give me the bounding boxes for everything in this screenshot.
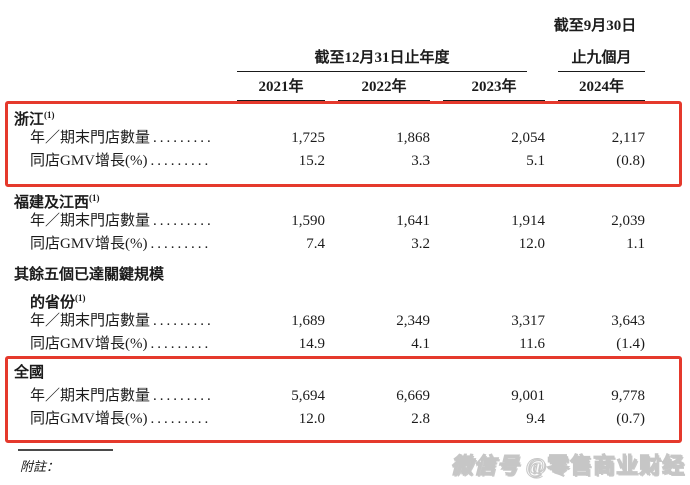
row-label: 年／期末門店數量.........	[30, 130, 214, 146]
value-2024: 2,117	[611, 130, 645, 146]
footnote-divider	[18, 449, 113, 451]
row-label: 同店GMV增長(%).........	[30, 411, 212, 427]
table-row-gmv: 同店GMV增長(%)......... 12.0 2.8 9.4 (0.7)	[13, 408, 645, 431]
value-2022: 4.1	[411, 336, 430, 352]
value-2024: 3,643	[611, 313, 645, 329]
year-column-2021: 2021年	[237, 75, 325, 101]
section-title-row2: 的省份(1)	[13, 287, 645, 311]
value-2023: 12.0	[518, 236, 545, 252]
value-2022: 1,641	[396, 213, 430, 229]
row-label: 同店GMV增長(%).........	[30, 153, 212, 169]
table-row-stores: 年／期末門店數量......... 5,694 6,669 9,001 9,77…	[13, 385, 645, 408]
watermark-logo-text: 微信号	[450, 453, 520, 479]
value-2022: 2.8	[411, 411, 430, 427]
value-2024: 1.1	[626, 236, 645, 252]
value-2024: (1.4)	[616, 336, 645, 352]
value-2023: 11.6	[519, 336, 545, 352]
value-2023: 9,001	[511, 388, 545, 404]
section-title-row: 全國	[13, 362, 645, 385]
section-other-five-provinces: 其餘五個已達關鍵規模 的省份(1) 年／期末門店數量......... 1,68…	[13, 264, 645, 356]
section-title-row: 浙江(1)	[13, 104, 645, 128]
header-row-period-top: 截至9月30日	[13, 16, 645, 36]
section-title: 浙江(1)	[13, 104, 237, 132]
value-2024: 2,039	[611, 213, 645, 229]
nine-months-header-line2: 止九個月	[558, 46, 645, 72]
watermark-account-text: @零售商业财经	[525, 453, 685, 479]
value-2021: 7.4	[306, 236, 325, 252]
value-2021: 1,689	[291, 313, 325, 329]
section-title: 全國	[14, 365, 45, 381]
leader-dots: .........	[150, 236, 212, 252]
section-national: 全國 年／期末門店數量......... 5,694 6,669 9,001 9…	[13, 362, 645, 431]
table-row-gmv: 同店GMV增長(%)......... 14.9 4.1 11.6 (1.4)	[13, 333, 645, 356]
value-2021: 14.9	[298, 336, 325, 352]
header-row-period-bottom: 截至12月31日止年度 止九個月	[13, 36, 645, 72]
value-2022: 2,349	[396, 313, 430, 329]
section-name: 浙江	[14, 112, 45, 128]
value-2023: 2,054	[511, 130, 545, 146]
annual-period-header: 截至12月31日止年度	[237, 46, 527, 72]
header-row-years: 2021年 2022年 2023年 2024年	[13, 72, 645, 101]
value-2022: 1,868	[396, 130, 430, 146]
table-row-gmv: 同店GMV增長(%)......... 15.2 3.3 5.1 (0.8)	[13, 150, 645, 173]
leader-dots: .........	[150, 411, 212, 427]
year-column-2024: 2024年	[558, 75, 645, 101]
table-row-stores: 年／期末門店數量......... 1,689 2,349 3,317 3,64…	[13, 310, 645, 333]
value-2022: 3.2	[411, 236, 430, 252]
leader-dots: .........	[153, 388, 214, 404]
row-label: 年／期末門店數量.........	[30, 213, 214, 229]
value-2024: 9,778	[611, 388, 645, 404]
leader-dots: .........	[150, 336, 212, 352]
value-2023: 1,914	[511, 213, 545, 229]
section-title-row: 福建及江西(1)	[13, 187, 645, 211]
section-title-line1: 其餘五個已達關鍵規模	[14, 267, 165, 283]
value-2021: 5,694	[291, 388, 325, 404]
footnote-marker: (1)	[89, 193, 100, 203]
footnote-marker: (1)	[44, 110, 55, 120]
value-2021: 1,725	[291, 130, 325, 146]
value-2024: (0.7)	[616, 411, 645, 427]
footnote-label: 附註：	[20, 459, 60, 474]
leader-dots: .........	[153, 130, 214, 146]
value-2024: (0.8)	[616, 153, 645, 169]
row-label: 同店GMV增長(%).........	[30, 236, 212, 252]
value-2023: 9.4	[526, 411, 545, 427]
value-2023: 3,317	[511, 313, 545, 329]
section-title: 福建及江西(1)	[13, 187, 237, 215]
row-label: 同店GMV增長(%).........	[30, 336, 212, 352]
row-label: 年／期末門店數量.........	[30, 313, 214, 329]
value-2022: 6,669	[396, 388, 430, 404]
table-row-gmv: 同店GMV增長(%)......... 7.4 3.2 12.0 1.1	[13, 233, 645, 256]
value-2023: 5.1	[526, 153, 545, 169]
section-name: 福建及江西	[14, 195, 90, 211]
footnotes-block: 附註：	[18, 449, 645, 475]
value-2021: 12.0	[298, 411, 325, 427]
regional-stores-table: 截至9月30日 截至12月31日止年度 止九個月 2021年 2022年 202…	[13, 16, 645, 475]
value-2021: 1,590	[291, 213, 325, 229]
leader-dots: .........	[153, 313, 214, 329]
nine-months-header-line1: 截至9月30日	[553, 18, 637, 34]
section-zhejiang: 浙江(1) 年／期末門店數量......... 1,725 1,868 2,05…	[13, 104, 645, 173]
leader-dots: .........	[150, 153, 212, 169]
section-title-line2: 的省份(1)	[30, 293, 86, 311]
year-column-2023: 2023年	[443, 75, 545, 101]
section-fujian-jiangxi: 福建及江西(1) 年／期末門店數量......... 1,590 1,641 1…	[13, 187, 645, 256]
table-row-stores: 年／期末門店數量......... 1,590 1,641 1,914 2,03…	[13, 210, 645, 233]
value-2021: 15.2	[298, 153, 325, 169]
value-2022: 3.3	[411, 153, 430, 169]
leader-dots: .........	[153, 213, 214, 229]
footnote-marker: (1)	[75, 293, 86, 303]
year-column-2022: 2022年	[338, 75, 430, 101]
section-title-row: 其餘五個已達關鍵規模	[13, 264, 645, 287]
row-label: 年／期末門店數量.........	[30, 388, 214, 404]
table-row-stores: 年／期末門店數量......... 1,725 1,868 2,054 2,11…	[13, 127, 645, 150]
watermark: 微信号 @零售商业财经	[450, 448, 685, 480]
